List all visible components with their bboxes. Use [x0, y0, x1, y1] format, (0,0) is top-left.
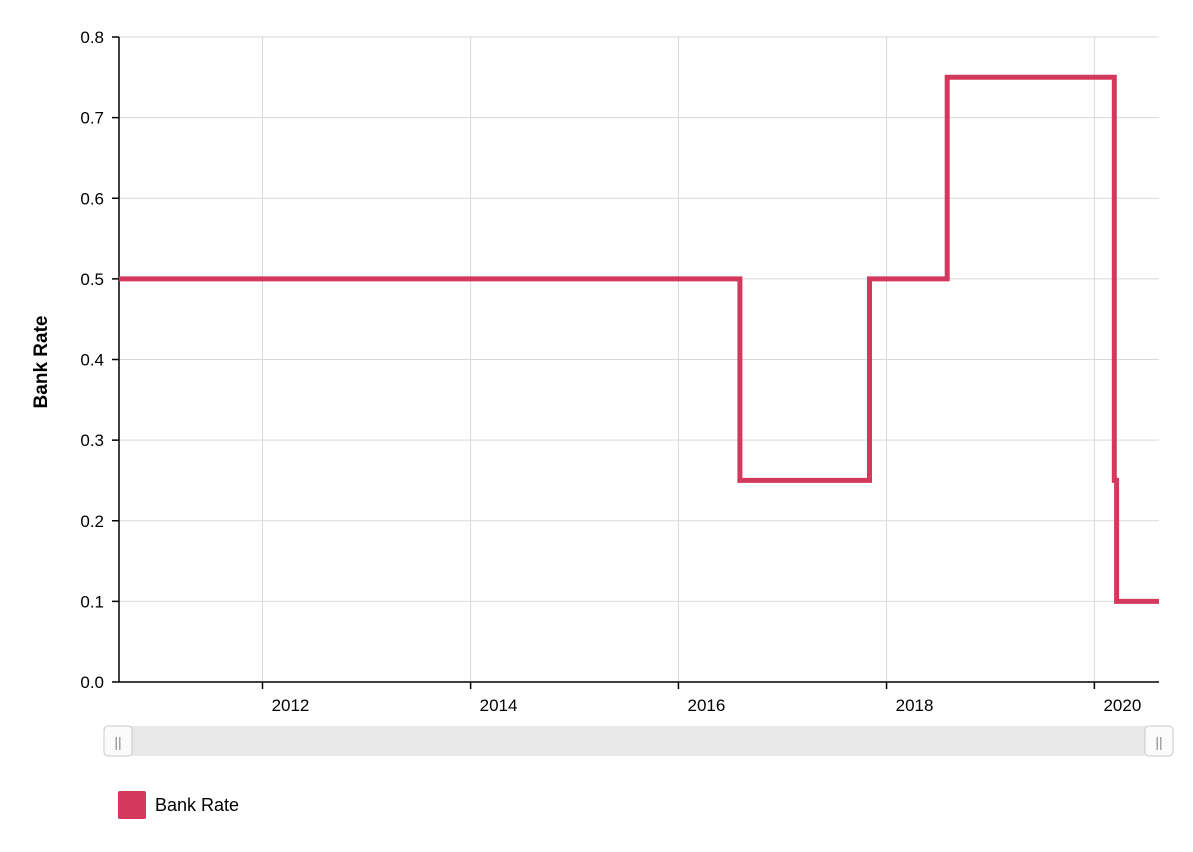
y-tick-label: 0.5 — [80, 270, 104, 289]
x-tick-label: 2020 — [1103, 696, 1141, 715]
y-tick-label: 0.6 — [80, 189, 104, 208]
axes — [112, 36, 1159, 689]
scrollbar-left-handle[interactable] — [103, 725, 133, 757]
scrollbar-right-handle[interactable] — [1144, 725, 1174, 757]
legend-label: Bank Rate — [155, 794, 240, 815]
scrollbar-right-grip: || — [1155, 734, 1162, 750]
y-tick-label: 0.4 — [80, 351, 104, 370]
x-tick-label: 2018 — [896, 696, 934, 715]
y-tick-label: 0.3 — [80, 431, 104, 450]
y-tick-label: 0.0 — [80, 673, 104, 692]
gridlines — [119, 36, 1159, 682]
series-line-bank-rate — [119, 74, 1159, 604]
x-tick-label: 2014 — [480, 696, 518, 715]
legend-swatch — [118, 791, 146, 819]
y-axis-title: Bank Rate — [31, 316, 52, 409]
x-tick-label: 2016 — [688, 696, 726, 715]
y-tick-label: 0.1 — [80, 592, 104, 611]
y-tick-label: 0.8 — [80, 28, 104, 47]
scrollbar-track[interactable] — [104, 726, 1172, 756]
y-tick-label: 0.2 — [80, 512, 104, 531]
y-tick-label: 0.7 — [80, 109, 104, 128]
scrollbar-left-grip: || — [114, 734, 121, 750]
tick-labels: 0.0 0.1 0.2 0.3 0.4 0.5 0.6 0.7 0.8 2012 2014 2016 2… — [80, 28, 1141, 715]
series-layer — [119, 74, 1159, 604]
x-tick-label: 2012 — [272, 696, 310, 715]
zoom-scrollbar[interactable]: || || — [103, 725, 1174, 757]
legend[interactable]: Bank Rate — [118, 790, 239, 820]
